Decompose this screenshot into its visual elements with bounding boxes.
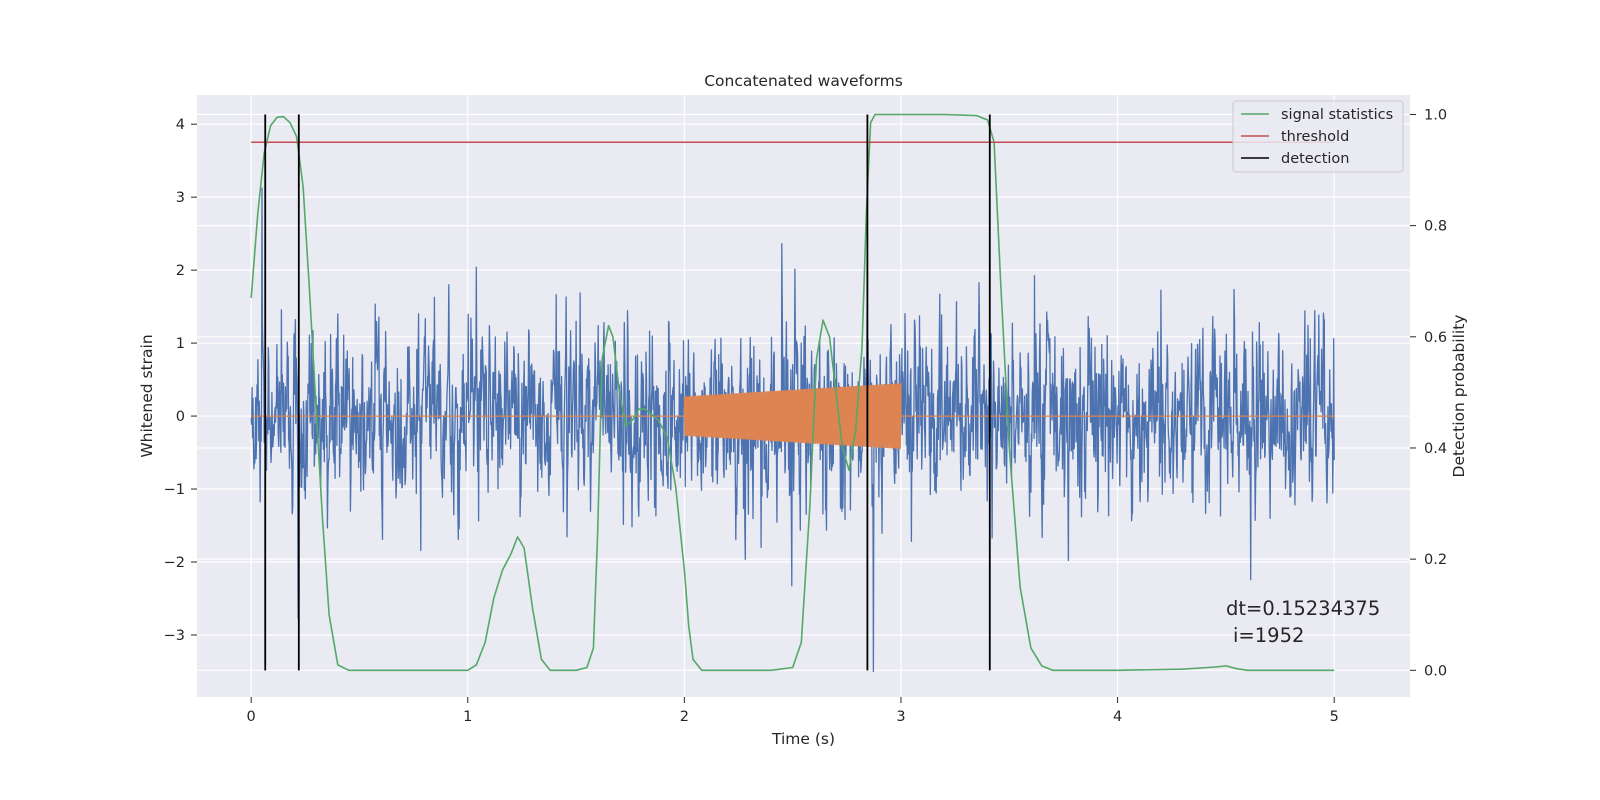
x-tick-label: 4	[1113, 709, 1122, 725]
y-tick-label: 3	[176, 190, 185, 206]
x-tick-label: 5	[1330, 709, 1339, 725]
y-tick-label: 1	[176, 336, 185, 352]
strain-layer	[250, 187, 1335, 673]
legend-box	[1232, 100, 1404, 173]
y-tick-label: −3	[164, 628, 185, 644]
x-axis-label: Time (s)	[771, 730, 835, 748]
annotation-index: i=1952	[1233, 624, 1304, 647]
x-tick-label: 1	[463, 709, 472, 725]
y2-tick-label: 0.4	[1424, 441, 1447, 457]
x-tick-label: 0	[247, 709, 256, 725]
y-tick-label: −2	[164, 555, 185, 571]
y2-tick-label: 0.2	[1424, 552, 1447, 568]
y2-tick-label: 0.6	[1424, 330, 1447, 346]
annotation-dt: dt=0.15234375	[1226, 597, 1380, 620]
y2-axis-label: Detection probability	[1450, 315, 1468, 478]
y2-tick-label: 1.0	[1424, 107, 1447, 123]
signal-statistics-series	[250, 113, 1335, 672]
x-axis-ticks: 0 1 2 3 4 5	[247, 697, 1339, 725]
legend-entry-threshold: threshold	[1281, 129, 1349, 145]
statistics-layer	[250, 113, 1335, 672]
injection-layer	[251, 383, 1335, 449]
y-tick-label: 2	[176, 263, 185, 279]
y-tick-label: 0	[176, 409, 185, 425]
y2-axis-ticks: 0.0 0.2 0.4 0.6 0.8 1.0	[1410, 107, 1447, 679]
legend-entry-signal-statistics: signal statistics	[1281, 107, 1393, 123]
grid	[197, 95, 1410, 697]
y-tick-label: −1	[164, 482, 185, 498]
legend: signal statistics threshold detection	[1232, 100, 1404, 173]
y2-tick-label: 0.8	[1424, 219, 1447, 235]
y-tick-label: 4	[176, 117, 185, 133]
y2-tick-label: 0.0	[1424, 663, 1447, 679]
y-axis-ticks: −3 −2 −1 0 1 2 3 4	[164, 117, 197, 644]
legend-entry-detection: detection	[1281, 151, 1349, 167]
injection-series	[251, 383, 1335, 449]
chart-title: Concatenated waveforms	[704, 72, 903, 90]
x-tick-label: 3	[896, 709, 905, 725]
y-axis-label: Whitened strain	[138, 334, 156, 457]
x-tick-label: 2	[680, 709, 689, 725]
strain-series	[250, 187, 1335, 673]
